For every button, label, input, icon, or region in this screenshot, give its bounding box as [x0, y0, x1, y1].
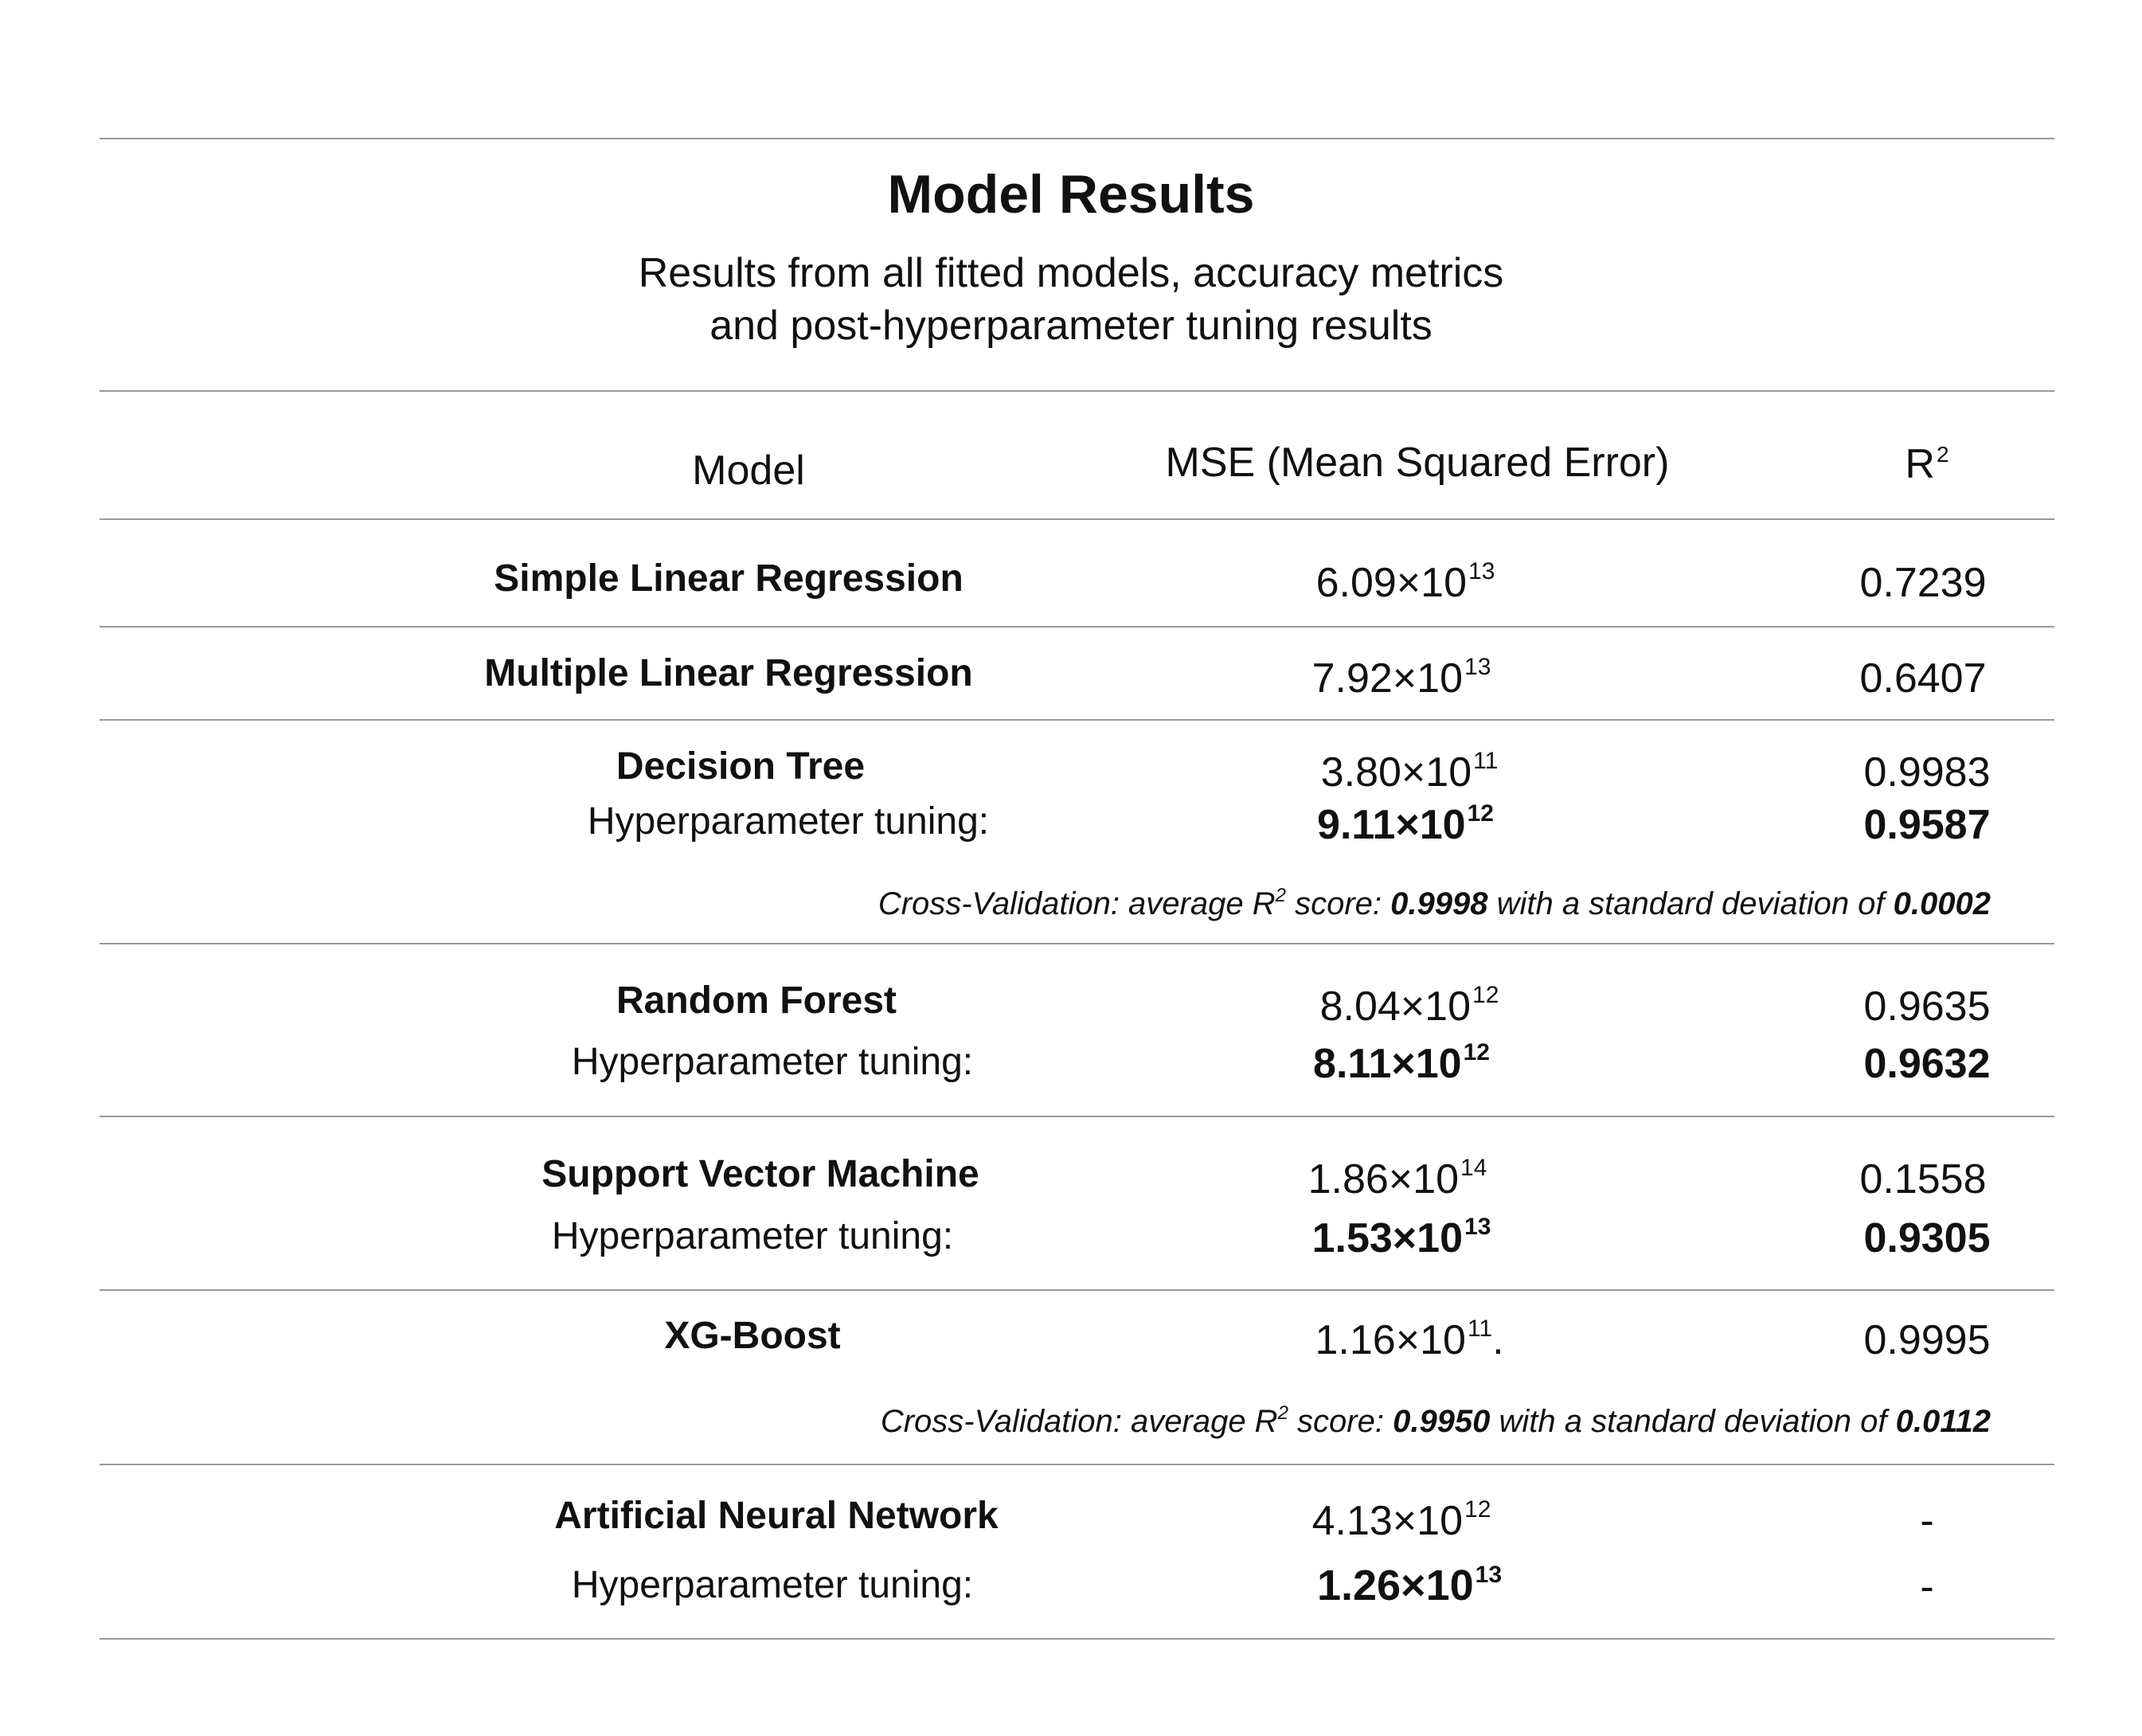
cv-r2-sup: 2 [1277, 1402, 1288, 1424]
header-top-rule [100, 390, 2054, 392]
header-r2-base: R [1905, 441, 1935, 487]
mse-mantissa: 6.09×10 [1315, 560, 1468, 606]
tuning-mse-artificial-neural-network: 1.26×1013 [1071, 1562, 1748, 1609]
mse-exponent: 13 [1464, 1214, 1491, 1240]
r2-multiple-linear-regression: 0.6407 [1859, 655, 1987, 702]
mse-exponent: 13 [1464, 654, 1491, 680]
mse-mantissa: 8.11×10 [1313, 1041, 1462, 1087]
mse-multiple-linear-regression: 7.92×1013 [1063, 655, 1740, 702]
mse-exponent: 12 [1463, 1039, 1490, 1065]
cv-prefix: Cross-Validation: average R [878, 886, 1276, 921]
cv-std: 0.0112 [1895, 1404, 1991, 1439]
mse-exponent: 11 [1473, 748, 1499, 774]
mse-exponent: 13 [1475, 1562, 1503, 1588]
cv-note-xg-boost: Cross-Validation: average R2 score: 0.99… [880, 1402, 1991, 1440]
r2-random-forest: 0.9635 [1863, 983, 1991, 1030]
r2-decision-tree: 0.9983 [1863, 749, 1991, 796]
row-rule-2 [100, 719, 2054, 721]
cv-prefix: Cross-Validation: average R [880, 1404, 1278, 1439]
mse-exponent: 12 [1467, 800, 1494, 827]
header-r2: R2 [1752, 441, 2102, 487]
table-title: Model Results [887, 164, 1255, 225]
mse-exponent: 14 [1460, 1155, 1487, 1181]
tuning-mse-random-forest: 8.11×1012 [1063, 1041, 1740, 1087]
mse-support-vector-machine: 1.86×1014 [1059, 1156, 1736, 1202]
tuning-r2-artificial-neural-network: - [1920, 1564, 1934, 1610]
header-bottom-rule [100, 518, 2054, 520]
table-subtitle: Results from all fitted models, accuracy… [0, 247, 2142, 352]
cv-mid2: with a standard deviation of [1487, 886, 1894, 921]
row-rule-3 [100, 943, 2054, 944]
mse-exponent: 12 [1464, 1496, 1491, 1523]
model-name-support-vector-machine: Support Vector Machine [541, 1153, 979, 1195]
mse-artificial-neural-network: 4.13×1012 [1063, 1498, 1740, 1544]
cv-note-decision-tree: Cross-Validation: average R2 score: 0.99… [878, 885, 1991, 922]
tuning-r2-decision-tree: 0.9587 [1863, 802, 1991, 848]
cv-r2-sup: 2 [1275, 885, 1286, 906]
cv-mean: 0.9998 [1390, 886, 1488, 921]
mse-exponent: 13 [1468, 558, 1495, 585]
subtitle-line-1: Results from all fitted models, accuracy… [638, 250, 1504, 296]
mse-mantissa: 7.92×10 [1311, 655, 1464, 702]
tuning-label-artificial-neural-network: Hyperparameter tuning: [571, 1564, 974, 1606]
mse-random-forest: 8.04×1012 [1071, 983, 1748, 1030]
mse-exponent: 12 [1472, 982, 1499, 1008]
r2-support-vector-machine: 0.1558 [1859, 1156, 1987, 1202]
model-name-random-forest: Random Forest [616, 979, 897, 1022]
mse-mantissa: 1.16×10 [1315, 1317, 1466, 1363]
header-mse: MSE (Mean Squared Error) [1165, 440, 1670, 486]
mse-mantissa: 9.11×10 [1317, 802, 1466, 848]
model-name-decision-tree: Decision Tree [616, 745, 866, 788]
mse-exponent: 11 [1467, 1316, 1493, 1342]
r2-artificial-neural-network: - [1920, 1498, 1934, 1544]
header-r2-sup: 2 [1936, 442, 1949, 467]
tuning-r2-random-forest: 0.9632 [1863, 1041, 1991, 1087]
top-rule [100, 138, 2054, 139]
row-rule-6 [100, 1464, 2054, 1465]
mse-mantissa: 4.13×10 [1311, 1498, 1464, 1544]
subtitle-line-2: and post-hyperparameter tuning results [709, 303, 1433, 349]
row-rule-1 [100, 626, 2054, 628]
tuning-label-decision-tree: Hyperparameter tuning: [587, 800, 990, 843]
cv-mid2: with a standard deviation of [1490, 1404, 1896, 1439]
mse-mantissa: 8.04×10 [1319, 983, 1472, 1030]
tuning-mse-decision-tree: 9.11×1012 [1067, 802, 1744, 848]
mse-simple-linear-regression: 6.09×1013 [1067, 560, 1744, 606]
model-name-artificial-neural-network: Artificial Neural Network [554, 1495, 999, 1537]
cv-std: 0.0002 [1893, 886, 1991, 921]
model-name-simple-linear-regression: Simple Linear Regression [494, 557, 964, 600]
r2-xg-boost: 0.9995 [1863, 1317, 1991, 1363]
model-name-xg-boost: XG-Boost [664, 1315, 841, 1357]
tuning-label-random-forest: Hyperparameter tuning: [571, 1041, 974, 1083]
mse-xg-boost: 1.16×1011. [1071, 1317, 1748, 1363]
bottom-rule [100, 1638, 2054, 1640]
tuning-label-support-vector-machine: Hyperparameter tuning: [551, 1215, 954, 1257]
cv-mid: score: [1288, 1404, 1393, 1439]
mse-mantissa: 3.80×10 [1320, 749, 1472, 796]
row-rule-4 [100, 1116, 2054, 1117]
mse-suffix: . [1492, 1317, 1504, 1363]
cv-mean: 0.9950 [1393, 1404, 1491, 1439]
tuning-r2-support-vector-machine: 0.9305 [1863, 1215, 1991, 1261]
tuning-mse-support-vector-machine: 1.53×1013 [1063, 1215, 1740, 1261]
header-model: Model [692, 448, 805, 494]
model-name-multiple-linear-regression: Multiple Linear Regression [484, 652, 973, 694]
mse-mantissa: 1.26×10 [1316, 1562, 1474, 1609]
cv-mid: score: [1285, 886, 1391, 921]
mse-mantissa: 1.53×10 [1311, 1215, 1464, 1261]
r2-simple-linear-regression: 0.7239 [1859, 560, 1987, 606]
row-rule-5 [100, 1289, 2054, 1291]
mse-mantissa: 1.86×10 [1307, 1156, 1460, 1202]
mse-decision-tree: 3.80×1011 [1071, 749, 1748, 796]
